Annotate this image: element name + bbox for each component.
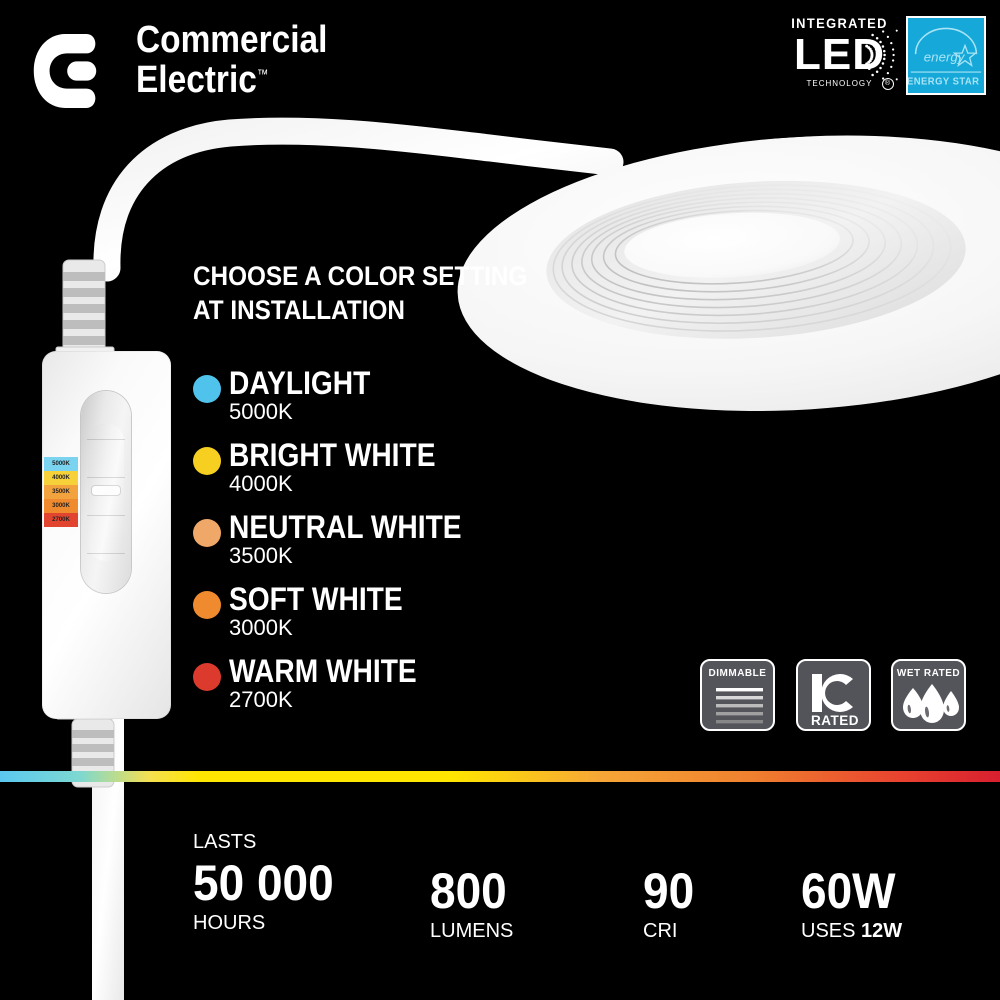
svg-text:RATED: RATED [811, 713, 859, 728]
